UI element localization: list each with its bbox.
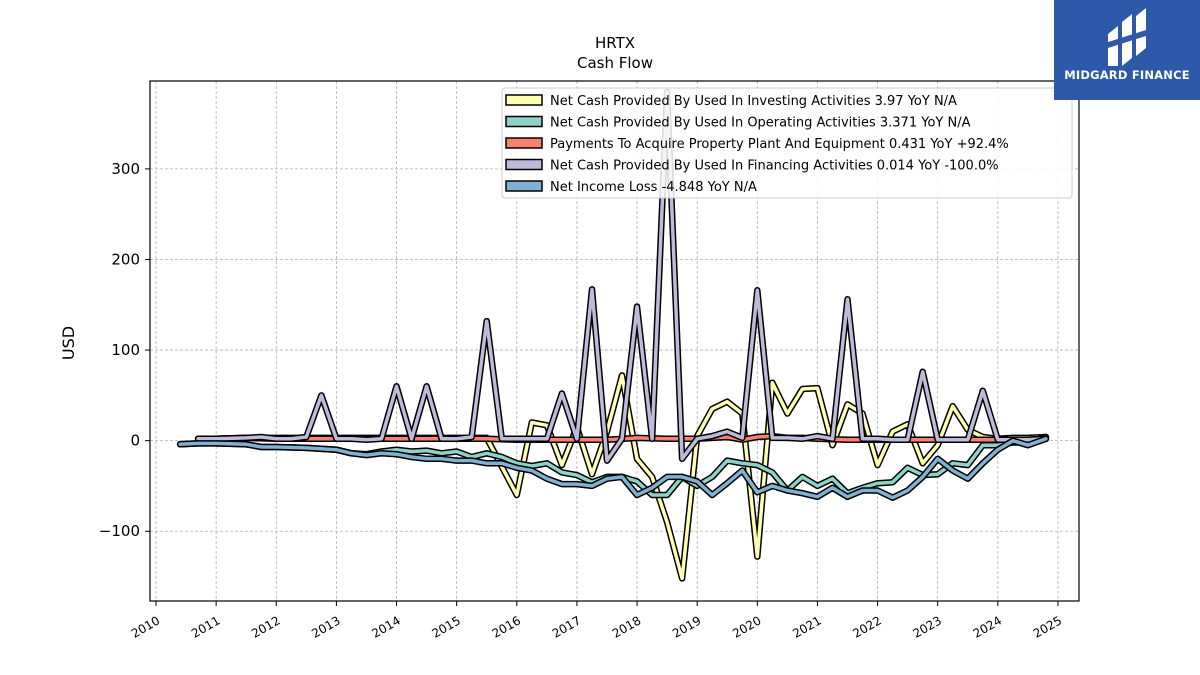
brand-logo: MIDGARD FINANCE — [1054, 0, 1200, 100]
y-axis-label: USD — [59, 326, 78, 360]
brand-mark-icon — [1108, 8, 1146, 66]
x-tick-label: 2011 — [189, 613, 222, 640]
series-4 — [194, 88, 1050, 464]
x-tick-label: 2024 — [971, 613, 1004, 640]
legend-entry: Net Cash Provided By Used In Financing A… — [550, 159, 999, 174]
legend-swatch — [505, 158, 543, 171]
series-line — [196, 90, 1048, 463]
x-tick-label: 2012 — [249, 613, 282, 640]
series-line — [178, 437, 1048, 500]
legend-entry: Net Cash Provided By Used In Operating A… — [550, 116, 971, 131]
series-5 — [176, 435, 1050, 501]
legend-swatch — [505, 180, 543, 192]
x-tick-label: 2015 — [430, 613, 463, 640]
legend-swatch — [505, 94, 543, 106]
plot-frame — [149, 80, 1080, 602]
legend-entry: Net Cash Provided By Used In Investing A… — [550, 94, 957, 109]
legend-swatch — [505, 137, 543, 149]
x-tick-label: 2018 — [610, 613, 643, 640]
legend-box — [501, 87, 1073, 199]
x-tick-label: 2023 — [911, 613, 944, 640]
x-tick-label: 2016 — [490, 613, 523, 640]
chart-subtitle: Cash Flow — [577, 54, 653, 72]
legend-entry: Net Income Loss -4.848 YoY N/A — [550, 180, 757, 195]
y-tick-label: 100 — [111, 341, 140, 359]
x-tick-label: 2017 — [550, 613, 583, 640]
chart-title: HRTX — [595, 34, 635, 52]
x-tick-label: 2013 — [309, 613, 342, 640]
x-tick-label: 2021 — [790, 613, 823, 640]
legend: Net Cash Provided By Used In Investing A… — [501, 87, 1073, 199]
x-tick-label: 2022 — [850, 613, 883, 640]
legend-swatch — [505, 115, 543, 128]
x-tick-label: 2025 — [1031, 613, 1064, 640]
y-tick-label: 300 — [111, 160, 140, 178]
y-tick-label: 200 — [111, 250, 140, 268]
x-tick-label: 2014 — [369, 613, 402, 640]
x-tick-label: 2020 — [730, 613, 763, 640]
x-tick-label: 2019 — [670, 613, 703, 640]
x-tick-label: 2010 — [129, 613, 162, 640]
series-lines — [176, 88, 1050, 582]
brand-name: MIDGARD FINANCE — [1064, 68, 1190, 82]
legend-entry: Payments To Acquire Property Plant And E… — [550, 137, 1009, 152]
y-tick-label: 0 — [130, 432, 140, 450]
y-tick-label: −100 — [99, 522, 140, 540]
